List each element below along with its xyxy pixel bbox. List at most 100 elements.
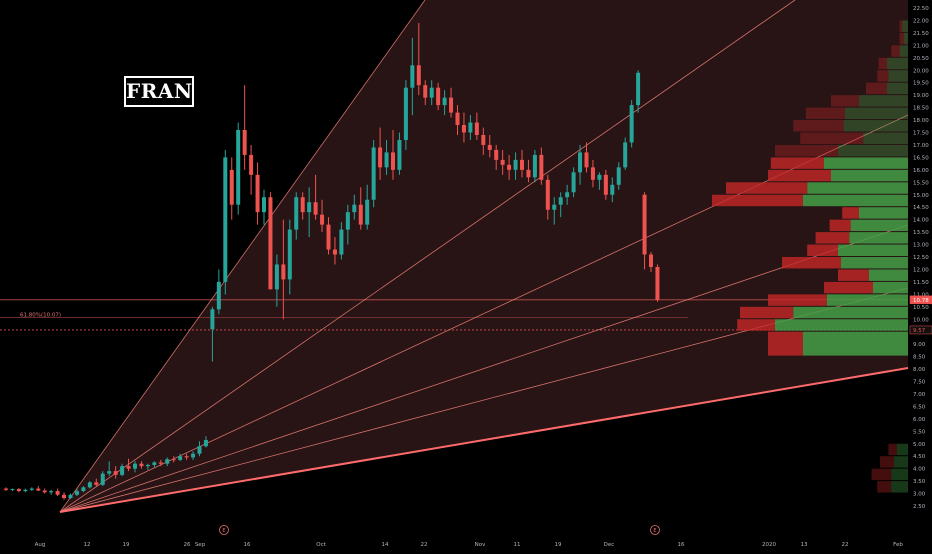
volume-profile-buy-bar [891,468,908,481]
y-tick-label: 6.00 [913,417,926,423]
price-tag-text: 9.57 [913,328,926,334]
volume-profile-buy-bar [887,82,908,95]
candle-body [649,254,653,267]
x-tick-label: 19 [555,542,562,548]
candle-body [474,122,479,135]
candle-body [565,192,570,198]
candle-body [578,152,583,173]
x-tick-label: 19 [123,542,130,548]
y-tick-label: 20.00 [913,68,929,74]
volume-profile-buy-bar [803,194,908,207]
candle-body [500,159,505,165]
volume-profile-buy-bar [863,132,908,144]
candle-body [449,97,454,113]
candle-body [410,65,415,88]
volume-profile-buy-bar [891,481,908,493]
y-tick-label: 13.50 [913,230,929,236]
candle-body [352,204,357,213]
fan-shaded-area [60,0,908,512]
candle-body [158,462,163,464]
candle-body [391,152,395,170]
y-tick-label: 18.00 [913,118,929,124]
candle-body [81,487,86,492]
candle-body [191,453,196,458]
candle-body [384,152,389,168]
candle-body [403,87,408,140]
candle-body [55,491,60,495]
volume-profile-buy-bar [887,57,908,70]
y-tick-label: 5.00 [913,442,926,448]
candle-body [326,224,331,250]
candle-body [294,197,299,230]
candle-body [539,154,544,180]
candle-body [100,473,105,485]
candle-body [242,130,247,155]
candle-body [49,491,54,493]
volume-profile-sell-bar [842,207,859,219]
volume-profile-sell-bar [899,20,903,32]
volume-profile-sell-bar [878,57,887,70]
fan-line-1 [59,0,426,513]
candle-body [597,174,602,180]
volume-profile-buy-bar [807,182,908,194]
volume-profile-buy-bar [826,294,908,306]
candle-body [249,154,254,175]
candle-body [120,466,125,475]
y-tick-label: 10.00 [913,317,929,323]
candle-body [545,179,550,210]
candle-body [584,152,589,168]
candle-body [255,174,260,213]
x-tick-label: 22 [842,542,849,548]
x-tick-label: 22 [421,542,428,548]
candle-body [4,488,8,490]
y-tick-label: 11.50 [913,280,929,286]
volume-profile-sell-bar [899,32,904,45]
candle-body [229,169,234,205]
volume-profile-buy-bar [840,257,908,269]
candle-body [423,85,428,98]
candles [4,22,660,500]
candle-body [107,471,112,474]
candle-body [339,229,344,255]
candle-body [358,204,363,225]
candle-body [455,112,460,126]
candle-body [184,456,189,458]
candle-body [94,482,99,485]
volume-profile-sell-bar [838,269,869,281]
y-tick-label: 15.50 [913,180,929,186]
candle-body [590,167,595,180]
candle-body [610,184,615,195]
volume-profile-sell-bar [815,232,850,244]
candle-body [62,494,67,499]
candle-body [655,266,660,300]
x-tick-label: Feb [893,542,903,548]
candle-body [642,194,647,255]
volume-profile-sell-bar [888,443,897,456]
y-tick-label: 4.00 [913,467,926,473]
volume-profile-buy-bar [824,157,908,169]
candle-body [571,172,576,193]
volume-profile-sell-bar [880,456,894,468]
candle-body [126,466,131,469]
candle-body [623,142,628,168]
y-tick-label: 12.50 [913,255,929,261]
candle-body [203,440,208,447]
candle-body [165,459,170,464]
candle-body [68,494,73,499]
volume-profile-buy-bar [831,169,908,182]
volume-profile-buy-bar [775,319,908,331]
candle-body [197,446,202,454]
x-tick-label: 26 [184,542,191,548]
candle-body [236,130,241,205]
y-tick-label: 17.50 [913,131,929,137]
fan-line-3 [59,114,909,513]
candle-body [371,147,376,200]
x-tick-label: Sep [195,542,206,548]
candle-body [416,65,421,86]
volume-profile-buy-bar [843,120,908,132]
y-tick-label: 14.00 [913,218,929,224]
y-tick-label: 16.00 [913,168,929,174]
candle-body [507,164,512,170]
